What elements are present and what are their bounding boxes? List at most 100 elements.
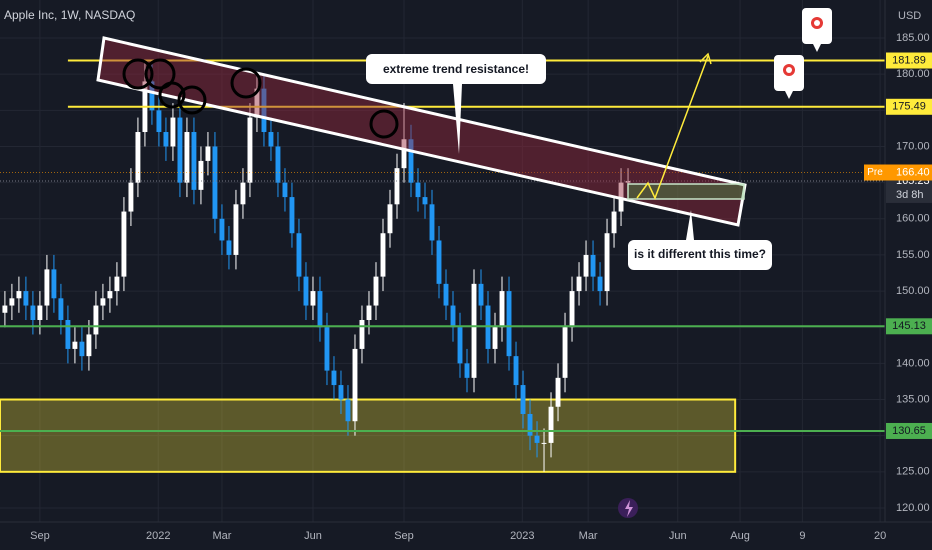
y-tick-label: 170.00: [896, 140, 930, 152]
circle: [122, 58, 154, 90]
target-pin: [774, 55, 804, 99]
candle-body: [121, 211, 127, 277]
level-label: 181.89: [892, 54, 926, 66]
candle-body: [219, 218, 225, 241]
candle-body: [289, 197, 295, 234]
candle-body: [590, 254, 596, 277]
pre-market-badge: [864, 164, 886, 181]
candle-body: [30, 305, 36, 320]
candle-body: [268, 132, 274, 147]
candle-body: [226, 240, 232, 255]
candle-body: [443, 283, 449, 306]
candle-body: [205, 146, 211, 161]
candle-body: [408, 139, 414, 183]
y-tick-label: 180.00: [896, 68, 930, 80]
consolidation-box: [627, 183, 745, 200]
candle-body: [569, 291, 575, 328]
y-tick-label: 155.00: [896, 249, 930, 261]
y-tick-label: 120.00: [896, 502, 930, 514]
candle-body: [149, 81, 155, 111]
y-tick-label: 135.00: [896, 393, 930, 405]
x-tick-label: 2023: [510, 530, 534, 542]
x-tick-label: Sep: [30, 530, 50, 542]
candle-body: [429, 204, 435, 241]
candle-body: [324, 327, 330, 371]
candle-body: [86, 334, 92, 357]
candle-body: [366, 305, 372, 320]
candle-body: [233, 204, 239, 255]
target-icons: [774, 8, 832, 99]
candle-body: [275, 146, 281, 183]
candle-body: [156, 110, 162, 133]
candle-body: [240, 182, 246, 205]
peak-circles: [122, 58, 399, 139]
level-label: 175.49: [892, 101, 926, 113]
candle-body: [310, 291, 316, 306]
candle-body: [135, 132, 141, 183]
candle-body: [457, 327, 463, 364]
zone-layer: [0, 398, 737, 473]
candle-body: [261, 88, 267, 133]
x-tick-label: Aug: [730, 530, 750, 542]
target: [814, 20, 820, 26]
pre-market-tag: [886, 164, 932, 181]
candle-body: [478, 283, 484, 306]
pre-market-price: 166.40: [896, 166, 930, 178]
candle-body: [583, 254, 589, 277]
candle-body: [331, 370, 337, 386]
level-tag: [886, 52, 932, 69]
support-zone: [0, 398, 737, 473]
candle-body: [212, 146, 218, 219]
candle-body: [79, 341, 85, 357]
callout-box: [366, 54, 546, 154]
candle-body: [93, 305, 99, 335]
x-tick-label: Jun: [669, 530, 687, 542]
candle-body: [359, 319, 365, 349]
candle-body: [9, 298, 15, 306]
candle-body: [436, 240, 442, 284]
callout-text: extreme trend resistance!: [383, 62, 529, 76]
level-label: 145.13: [892, 320, 926, 332]
x-tick-label: 9: [799, 530, 805, 542]
candle-body: [450, 305, 456, 328]
candle-body: [499, 291, 505, 328]
candle-body: [72, 341, 78, 349]
candle-body: [534, 435, 540, 443]
candle-body: [2, 305, 8, 313]
candle-body: [527, 413, 533, 436]
candle-body: [415, 182, 421, 198]
candle-body: [471, 283, 477, 378]
y-tick-label: 125.00: [896, 466, 930, 478]
circle: [230, 67, 262, 99]
y-tick-label: 140.00: [896, 357, 930, 369]
candle-body: [492, 327, 498, 349]
candle-body: [191, 132, 197, 190]
candle-body: [387, 204, 393, 234]
projection-arrow: [636, 55, 709, 200]
callout-text: is it different this time?: [634, 247, 766, 261]
candle-body: [177, 117, 183, 183]
candle-body: [163, 132, 169, 147]
x-tick-label: Jun: [304, 530, 322, 542]
chart-title: Apple Inc, 1W, NASDAQ: [4, 8, 135, 22]
candle-body: [604, 233, 610, 292]
candle-body: [562, 327, 568, 378]
event-icon-bolt: [625, 500, 633, 517]
candle-body: [513, 356, 519, 386]
candle-body: [352, 348, 358, 422]
x-tick-label: 20: [874, 530, 886, 542]
circle: [369, 109, 399, 139]
candle-body: [611, 211, 617, 234]
candle-body: [625, 180, 631, 183]
candle-body: [520, 385, 526, 414]
candle-body: [184, 132, 190, 183]
candle-body: [37, 305, 43, 320]
currency: USD: [898, 10, 921, 22]
candle-body: [247, 117, 253, 183]
target-pin: [802, 8, 832, 52]
candle-body: [114, 276, 120, 292]
countdown: 3d 8h: [896, 189, 924, 201]
candle-body: [373, 276, 379, 306]
pre-market-label: Pre: [867, 167, 883, 178]
